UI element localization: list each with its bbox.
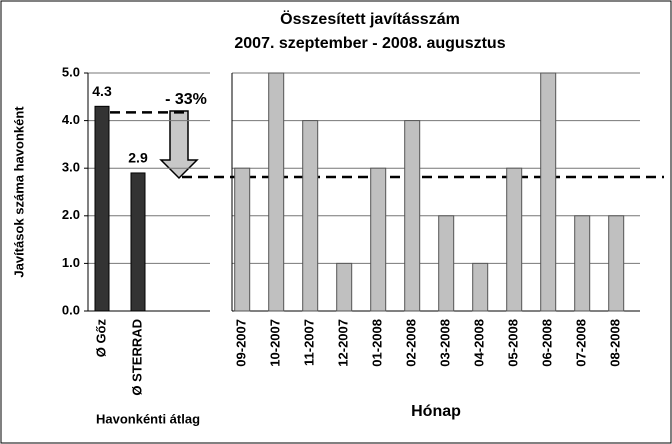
y-axis-label: Javítások száma havonként xyxy=(11,106,26,278)
bar xyxy=(506,167,523,312)
bar xyxy=(370,167,387,312)
x-tick-label: 04-2008 xyxy=(472,319,487,367)
y-tick-label: 1.0 xyxy=(62,255,80,270)
x-tick-label: 10-2007 xyxy=(268,319,283,367)
x-tick-label: 12-2007 xyxy=(336,319,351,367)
x-tick-label: Ø Gőz xyxy=(93,319,108,358)
x-tick-label: 02-2008 xyxy=(404,319,419,367)
bar xyxy=(404,120,421,312)
bar xyxy=(438,215,455,312)
x-tick-label: 03-2008 xyxy=(438,319,453,367)
bar xyxy=(472,262,489,312)
x-tick-label: 06-2008 xyxy=(540,319,555,367)
bar xyxy=(540,72,557,312)
x-tick-label: 05-2008 xyxy=(506,319,521,367)
x-axis-label: Havonkénti átlag xyxy=(96,411,200,426)
x-tick-label: 09-2007 xyxy=(234,319,249,367)
y-tick-label: 4.0 xyxy=(62,112,80,127)
y-tick-label: 5.0 xyxy=(62,64,80,79)
bar xyxy=(94,105,110,312)
x-tick-label: Ø STERRAD xyxy=(129,319,144,396)
bar xyxy=(234,167,251,312)
x-tick-label: 01-2008 xyxy=(370,319,385,367)
x-tick-label: 07-2008 xyxy=(574,319,589,367)
y-tick-label: 0.0 xyxy=(62,302,80,317)
bar xyxy=(608,215,625,312)
bar xyxy=(302,120,319,312)
x-tick-label: 08-2008 xyxy=(608,319,623,367)
chart-subtitle: 2007. szeptember - 2008. augusztus xyxy=(234,35,505,52)
y-tick-label: 2.0 xyxy=(62,207,80,222)
data-label: 4.3 xyxy=(92,83,112,99)
bar xyxy=(336,262,353,312)
bar xyxy=(130,172,146,312)
x-axis-label: Hónap xyxy=(411,403,461,420)
x-tick-label: 11-2007 xyxy=(302,319,317,366)
data-label: 2.9 xyxy=(128,150,148,166)
bar xyxy=(574,215,591,312)
bar xyxy=(268,72,285,312)
y-tick-label: 3.0 xyxy=(62,160,80,175)
annotation: - 33% xyxy=(165,91,207,108)
chart-title: Összesített javításszám xyxy=(280,9,460,28)
arrow xyxy=(159,110,199,180)
